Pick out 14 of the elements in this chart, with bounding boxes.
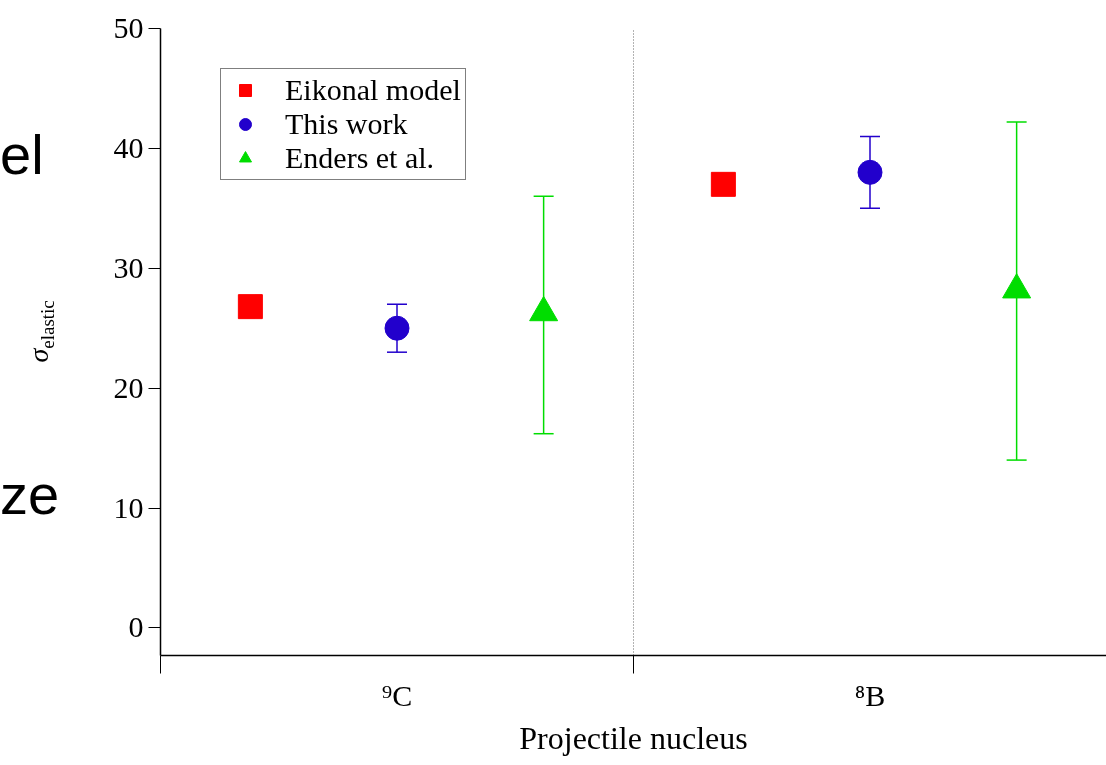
y-tick-label: 10 — [113, 490, 144, 524]
text: ze — [0, 462, 60, 528]
y-tick-label: 40 — [113, 130, 144, 164]
text: el — [0, 122, 44, 188]
y-tick-label: 30 — [113, 250, 144, 284]
x-tick-label: ⁹C — [381, 678, 413, 712]
y-tick-label: 0 — [128, 610, 144, 644]
y-tick-label: 20 — [113, 370, 144, 404]
x-tick-label: ⁸B — [854, 678, 886, 712]
legend-label: This work — [285, 107, 408, 141]
x-axis-title: Projectile nucleus — [519, 719, 748, 756]
legend-label: Eikonal model — [285, 73, 461, 107]
legend-label: Enders et al. — [285, 141, 435, 175]
y-tick-label: 50 — [113, 11, 144, 44]
